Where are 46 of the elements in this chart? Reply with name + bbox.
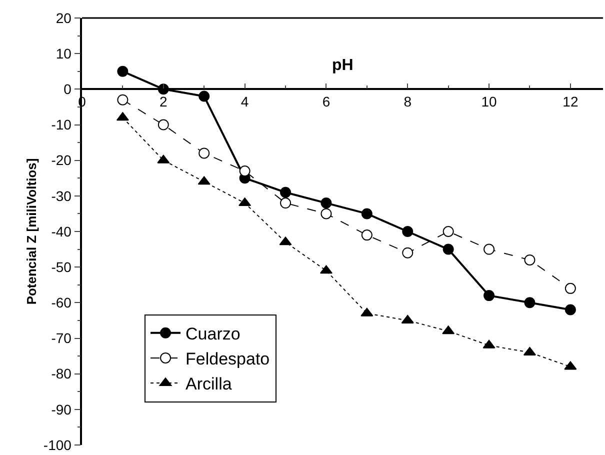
y-tick-label: -70 bbox=[51, 330, 72, 346]
legend-label: Feldespato bbox=[186, 350, 270, 369]
point bbox=[524, 297, 536, 308]
point bbox=[564, 304, 576, 316]
y-tick-label: -40 bbox=[51, 223, 72, 240]
point bbox=[239, 166, 250, 177]
y-tick-label: -80 bbox=[51, 366, 72, 382]
y-axis-title: Potencial Z [miliVoltios] bbox=[24, 158, 39, 305]
point bbox=[320, 198, 332, 209]
y-tick-label: -90 bbox=[51, 401, 72, 418]
point bbox=[484, 290, 495, 302]
y-tick-label: -100 bbox=[43, 436, 72, 453]
legend-label: Cuarzo bbox=[186, 324, 240, 344]
y-tick-label: 10 bbox=[56, 45, 72, 62]
point bbox=[198, 90, 210, 102]
y-tick-label: -60 bbox=[51, 294, 72, 311]
point bbox=[402, 247, 414, 258]
y-tick-label: -30 bbox=[51, 188, 72, 204]
x-tick-label: 4 bbox=[240, 94, 249, 110]
point bbox=[564, 282, 576, 294]
y-tick-label: -50 bbox=[51, 258, 72, 275]
x-tick-label: 2 bbox=[160, 94, 168, 110]
point bbox=[484, 244, 495, 255]
y-tick-label: 0 bbox=[64, 81, 72, 98]
x-axis-title: pH bbox=[332, 57, 354, 74]
point bbox=[442, 226, 454, 237]
point bbox=[320, 208, 332, 220]
point bbox=[361, 230, 372, 241]
point bbox=[117, 94, 128, 106]
point bbox=[280, 186, 292, 198]
legend-label: Arcilla bbox=[186, 374, 232, 394]
x-tick-label: 12 bbox=[562, 94, 578, 110]
x-tick-label: 8 bbox=[404, 94, 412, 110]
point bbox=[442, 244, 454, 255]
point bbox=[158, 119, 169, 130]
y-tick-label: -10 bbox=[51, 116, 72, 133]
x-tick-label: 6 bbox=[322, 94, 330, 110]
y-tick-label: 20 bbox=[56, 10, 72, 26]
point bbox=[402, 226, 414, 237]
point bbox=[524, 254, 536, 266]
point bbox=[117, 66, 128, 77]
x-tick-label: 10 bbox=[481, 94, 498, 110]
point bbox=[280, 198, 292, 209]
point bbox=[198, 148, 210, 159]
point bbox=[361, 208, 372, 220]
y-tick-label: -20 bbox=[51, 152, 72, 168]
